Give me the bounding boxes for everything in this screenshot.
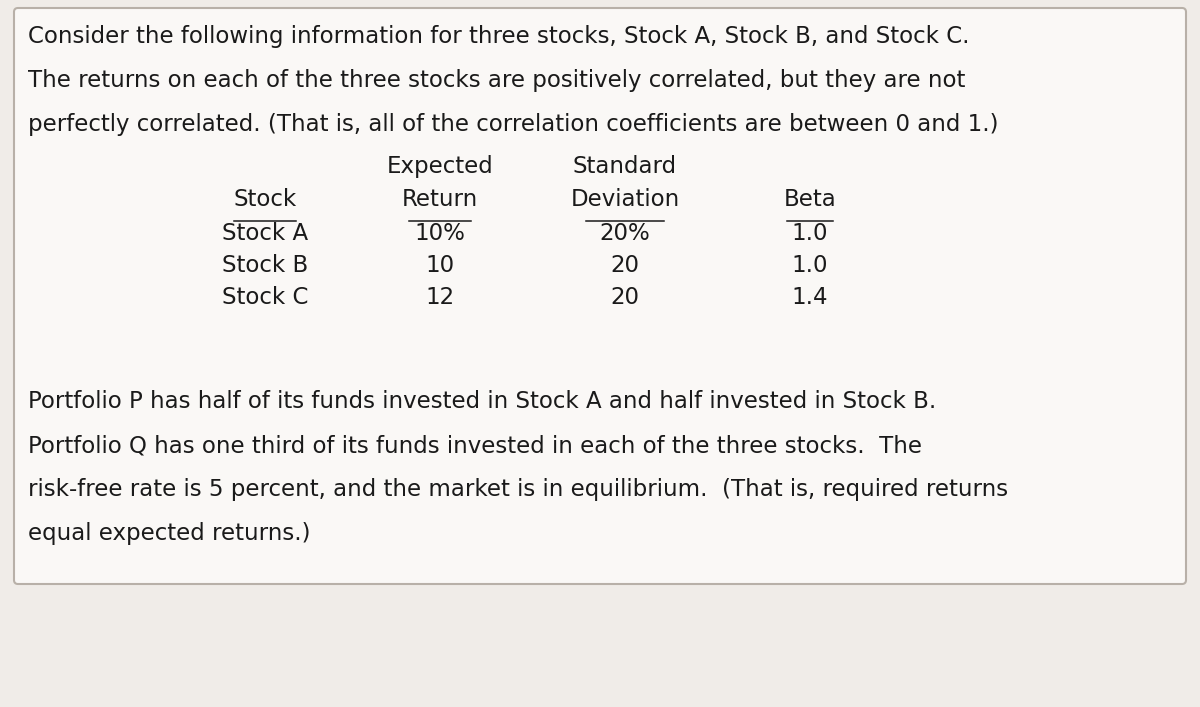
Text: Deviation: Deviation: [570, 188, 679, 211]
Text: equal expected returns.): equal expected returns.): [28, 522, 311, 546]
Text: The returns on each of the three stocks are positively correlated, but they are : The returns on each of the three stocks …: [28, 69, 965, 92]
Text: 12: 12: [426, 286, 455, 309]
Text: 10%: 10%: [414, 222, 466, 245]
Text: Portfolio Q has one third of its funds invested in each of the three stocks.  Th: Portfolio Q has one third of its funds i…: [28, 434, 922, 457]
Text: Stock B: Stock B: [222, 254, 308, 277]
Text: Standard: Standard: [572, 155, 677, 178]
Text: 1.4: 1.4: [792, 286, 828, 309]
Text: perfectly correlated. (That is, all of the correlation coefficients are between : perfectly correlated. (That is, all of t…: [28, 113, 998, 136]
Text: Return: Return: [402, 188, 478, 211]
Text: Consider the following information for three stocks, Stock A, Stock B, and Stock: Consider the following information for t…: [28, 25, 970, 48]
Text: 1.0: 1.0: [792, 222, 828, 245]
Text: Stock C: Stock C: [222, 286, 308, 309]
Text: 20: 20: [611, 286, 640, 309]
Text: 10: 10: [426, 254, 455, 277]
Text: Beta: Beta: [784, 188, 836, 211]
Text: 1.0: 1.0: [792, 254, 828, 277]
Text: Stock: Stock: [233, 188, 296, 211]
Text: Expected: Expected: [386, 155, 493, 178]
Text: risk-free rate is 5 percent, and the market is in equilibrium.  (That is, requir: risk-free rate is 5 percent, and the mar…: [28, 479, 1008, 501]
FancyBboxPatch shape: [14, 8, 1186, 584]
Text: 20: 20: [611, 254, 640, 277]
Text: Portfolio P has half of its funds invested in Stock A and half invested in Stock: Portfolio P has half of its funds invest…: [28, 390, 936, 413]
Text: 20%: 20%: [600, 222, 650, 245]
Text: Stock A: Stock A: [222, 222, 308, 245]
